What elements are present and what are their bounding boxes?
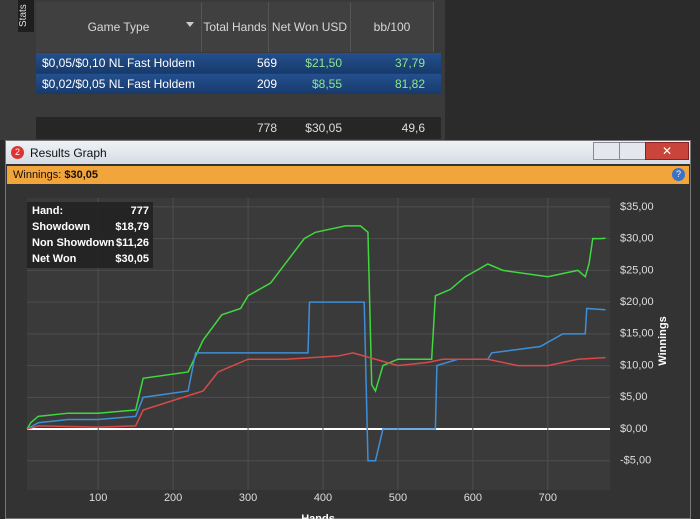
column-header[interactable]: Total Hands	[202, 2, 269, 52]
table-cell: 49,6	[401, 121, 425, 135]
window-title: Results Graph	[30, 146, 107, 160]
table-cell: 81,82	[394, 77, 425, 91]
info-label: Showdown	[32, 221, 90, 233]
x-tick-label: 100	[89, 492, 107, 504]
y-tick-label: $30,00	[620, 233, 654, 245]
column-header[interactable]: Game Type	[36, 2, 202, 52]
y-tick-label: $10,00	[620, 359, 654, 371]
info-value: $11,26	[116, 237, 149, 249]
x-tick-label: 400	[314, 492, 332, 504]
stats-tab[interactable]: Stats	[18, 0, 34, 32]
summary-value: $30,05	[64, 169, 99, 181]
y-tick-label: $20,00	[620, 296, 654, 308]
info-value: $18,79	[115, 221, 149, 233]
table-cell: $0,05/$0,10 NL Fast Holdem	[42, 56, 195, 70]
y-tick-label: $5,00	[620, 391, 648, 403]
x-tick-label: 500	[389, 492, 407, 504]
table-cell: 37,79	[394, 56, 425, 70]
chart: -$5,00 $0,00 $5,00 $10,00 $15,00 $20,00 $25,00…	[26, 198, 669, 519]
info-box	[27, 202, 153, 268]
table-cell: 778	[256, 121, 277, 135]
column-header[interactable]: bb/100	[351, 2, 434, 52]
y-axis-label: Winnings	[657, 316, 669, 365]
y-tick-label: $0,00	[620, 423, 648, 435]
x-tick-label: 300	[239, 492, 257, 504]
title-bar	[6, 141, 690, 164]
y-tick-label: $35,00	[620, 201, 654, 213]
summary-label: Winnings:	[13, 169, 62, 181]
x-tick-label: 700	[539, 492, 557, 504]
line-series	[26, 352, 606, 430]
table-cell: $30,05	[305, 121, 342, 135]
minimize-button[interactable]	[593, 142, 620, 160]
info-label: Hand:	[32, 205, 63, 217]
close-button[interactable]: ✕	[645, 142, 689, 160]
line-series	[26, 301, 606, 462]
line-series	[26, 225, 606, 430]
y-tick-label: -$5,00	[620, 455, 651, 467]
info-value: 777	[131, 205, 149, 217]
info-label: Non Showdown	[32, 237, 115, 249]
column-header[interactable]: Net Won USD	[269, 2, 351, 52]
y-tick-label: $25,00	[620, 264, 654, 276]
info-value: $30,05	[115, 253, 149, 265]
table-row[interactable]	[36, 74, 441, 94]
summary-text: Winnings: $30,05	[13, 169, 98, 181]
maximize-button[interactable]	[619, 142, 646, 160]
x-tick-label: 200	[164, 492, 182, 504]
window-icon: 2	[11, 146, 24, 159]
table-cell: 569	[256, 56, 277, 70]
table-cell: $0,02/$0,05 NL Fast Holdem	[42, 77, 195, 91]
table-row[interactable]	[36, 53, 441, 73]
summary-bar	[7, 166, 689, 184]
help-icon[interactable]: ?	[672, 168, 685, 181]
totals-row	[36, 117, 441, 139]
y-tick-label: $15,00	[620, 328, 654, 340]
x-tick-label: 600	[464, 492, 482, 504]
table-cell: $8,55	[311, 77, 342, 91]
table-cell: 209	[256, 77, 277, 91]
table-cell: $21,50	[305, 56, 342, 70]
x-axis-label: Hands	[301, 513, 335, 519]
info-label: Net Won	[32, 253, 77, 265]
sort-arrow	[186, 22, 194, 27]
